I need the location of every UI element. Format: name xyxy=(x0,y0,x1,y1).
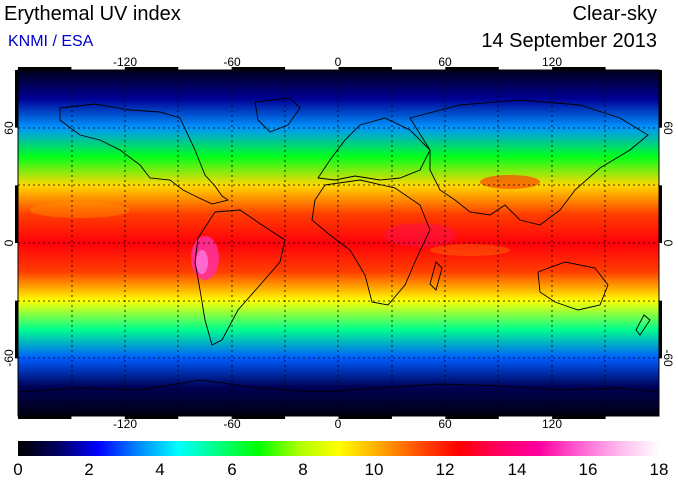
lat-labels-left: 60 0 -60 xyxy=(2,121,16,367)
frame-checker-segment xyxy=(552,416,606,419)
lon-label-top: 60 xyxy=(438,55,452,69)
frame-checker-segment xyxy=(15,300,18,359)
frame-checker-segment xyxy=(338,67,392,70)
lon-label-top: 120 xyxy=(542,55,562,69)
uv-highs xyxy=(30,175,540,280)
frame-checker-segment xyxy=(445,416,499,419)
pacific-low-band xyxy=(30,202,130,218)
south-america-coast xyxy=(194,209,286,346)
frame-checker-segment xyxy=(445,67,499,70)
map-title: Erythemal UV index xyxy=(4,3,181,25)
frame-checker-segment xyxy=(659,70,662,128)
colorbar xyxy=(18,441,659,456)
graticule xyxy=(18,70,659,416)
colorbar-tick-label: 0 xyxy=(13,460,22,479)
colorbar-tick-label: 2 xyxy=(84,460,93,479)
frame-checker-segment xyxy=(659,300,662,359)
lon-label-top: -120 xyxy=(113,55,137,69)
colorbar-tick-label: 6 xyxy=(227,460,236,479)
lat-label-right: 0 xyxy=(661,240,675,247)
frame-checker-segment xyxy=(338,416,392,419)
frame-checker-segment xyxy=(552,67,606,70)
frame-checker-segment xyxy=(15,70,18,128)
lon-labels-top: -120 -60 0 60 120 xyxy=(113,55,562,69)
africa-high xyxy=(384,223,456,247)
lon-label-bottom: 120 xyxy=(542,417,562,431)
colorbar-tick-label: 10 xyxy=(365,460,384,479)
frame-checker-segment xyxy=(231,67,286,70)
colorbar-labels: 0 2 4 6 8 10 12 14 16 18 xyxy=(13,460,668,479)
lat-label-left: 0 xyxy=(2,239,16,246)
frame-checker-segment xyxy=(124,416,179,419)
lon-label-top: 0 xyxy=(335,55,342,69)
lon-label-bottom: -120 xyxy=(113,417,137,431)
asia-coast xyxy=(409,99,649,226)
madagascar-coast xyxy=(429,261,443,291)
lon-label-top: -60 xyxy=(223,55,241,69)
sky-condition-label: Clear-sky xyxy=(572,3,657,25)
australia-coast xyxy=(537,261,609,311)
frame-checker-marks xyxy=(15,67,662,419)
coastlines xyxy=(18,97,659,393)
colorbar-tick-label: 14 xyxy=(508,460,527,479)
lat-label-left: -60 xyxy=(2,349,16,367)
lat-label-right: -60 xyxy=(661,349,675,367)
lat-label-left: 60 xyxy=(2,121,16,135)
antarctica-coast xyxy=(18,379,659,393)
lon-label-bottom: 60 xyxy=(438,417,452,431)
frame-checker-segment xyxy=(124,67,179,70)
map-frame xyxy=(15,67,662,419)
colorbar-tick-label: 4 xyxy=(155,460,164,479)
new-zealand-coast xyxy=(635,314,651,336)
map-date: 14 September 2013 xyxy=(481,30,657,52)
north-america-coast xyxy=(59,103,230,205)
frame-checker-segment xyxy=(231,416,286,419)
greenland-coast xyxy=(254,97,301,133)
africa-coast xyxy=(311,179,431,306)
lon-labels-bottom: -120 -60 0 60 120 xyxy=(113,417,562,431)
tibet-high xyxy=(480,175,540,189)
colorbar-tick-label: 12 xyxy=(436,460,455,479)
frame-checker-segment xyxy=(18,67,72,70)
data-source-label: KNMI / ESA xyxy=(8,33,94,50)
frame-checker-segment xyxy=(15,185,18,243)
lat-label-right: 60 xyxy=(661,121,675,135)
colorbar-tick-label: 8 xyxy=(298,460,307,479)
frame-checker-segment xyxy=(18,416,72,419)
lat-labels-right: 60 0 -60 xyxy=(661,121,675,367)
lon-label-bottom: 0 xyxy=(335,417,342,431)
andes-peak xyxy=(196,250,208,274)
lon-label-bottom: -60 xyxy=(223,417,241,431)
frame-checker-segment xyxy=(659,185,662,243)
indian-ocean-low xyxy=(430,244,510,256)
colorbar-tick-label: 16 xyxy=(579,460,598,479)
colorbar-tick-label: 18 xyxy=(650,460,669,479)
